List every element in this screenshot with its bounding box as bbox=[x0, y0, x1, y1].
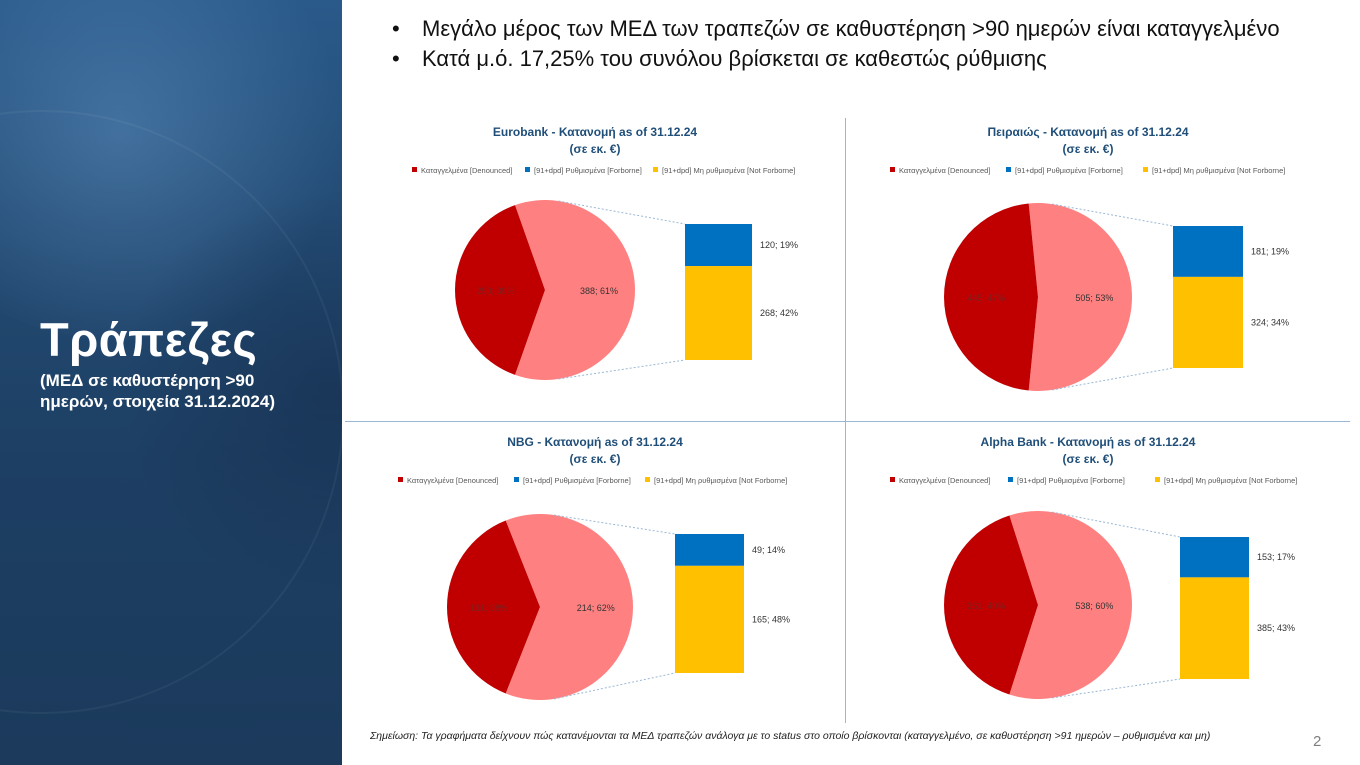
data-label: 385; 43% bbox=[1257, 623, 1295, 633]
chart-subtitle: (σε εκ. €) bbox=[1063, 452, 1114, 466]
data-label: 250; 39% bbox=[476, 286, 514, 296]
connector-line bbox=[558, 200, 686, 225]
pie-slice bbox=[455, 205, 545, 375]
chart-eurobank: Eurobank - Κατανομή as of 31.12.24 (σε εκ… bbox=[412, 125, 798, 380]
data-label: 268; 42% bbox=[760, 308, 798, 318]
data-label: 538; 60% bbox=[1075, 601, 1113, 611]
connector-line bbox=[1051, 678, 1181, 699]
connector-line bbox=[1051, 511, 1181, 538]
chart-nbg: NBG - Κατανομή as of 31.12.24 (σε εκ. €) Κ… bbox=[398, 435, 790, 700]
bar-segment bbox=[1180, 537, 1249, 578]
data-label: 388; 61% bbox=[580, 286, 618, 296]
data-label: 505; 53% bbox=[1075, 293, 1113, 303]
legend-label: Καταγγελμένα [Denounced] bbox=[899, 476, 990, 485]
chart-alpha-bank: Alpha Bank - Κατανομή as of 31.12.24 (σε … bbox=[890, 435, 1297, 699]
chart-title: Πειραιώς - Κατανομή as of 31.12.24 bbox=[987, 125, 1188, 139]
bar-segment bbox=[675, 565, 744, 673]
legend-swatch bbox=[890, 477, 895, 482]
chart-title: Alpha Bank - Κατανομή as of 31.12.24 bbox=[981, 435, 1196, 449]
legend-label: [91+dpd] Ρυθμισμένα [Forborne] bbox=[1015, 166, 1123, 175]
legend-label: Καταγγελμένα [Denounced] bbox=[899, 166, 990, 175]
legend-swatch bbox=[398, 477, 403, 482]
chart-subtitle: (σε εκ. €) bbox=[570, 142, 621, 156]
page-subtitle: (ΜΕΔ σε καθυστέρηση >90 ημερών, στοιχεία… bbox=[40, 371, 275, 411]
legend-label: [91+dpd] Μη ρυθμισμένα [Not Forborne] bbox=[1152, 166, 1285, 175]
data-label: 324; 34% bbox=[1251, 317, 1289, 327]
legend-label: [91+dpd] Ρυθμισμένα [Forborne] bbox=[1017, 476, 1125, 485]
legend-swatch bbox=[525, 167, 530, 172]
quadrant-divider-horizontal bbox=[345, 421, 1350, 422]
page-title: Τράπεζες bbox=[40, 313, 258, 366]
chart-title: NBG - Κατανομή as of 31.12.24 bbox=[507, 435, 683, 449]
connector-line bbox=[553, 514, 676, 535]
data-label: 120; 19% bbox=[760, 240, 798, 250]
data-label: 445; 47% bbox=[967, 293, 1005, 303]
legend-label: [91+dpd] Ρυθμισμένα [Forborne] bbox=[534, 166, 642, 175]
legend-swatch bbox=[1155, 477, 1160, 482]
data-label: 214; 62% bbox=[577, 603, 615, 613]
bar-segment bbox=[675, 534, 744, 566]
pie-slice bbox=[515, 200, 635, 380]
footnote: Σημείωση: Τα γραφήματα δείχνουν πώς κατα… bbox=[370, 730, 1211, 742]
chart-piraeus: Πειραιώς - Κατανομή as of 31.12.24 (σε εκ… bbox=[890, 125, 1289, 391]
pie-slice bbox=[944, 515, 1038, 695]
legend-swatch bbox=[890, 167, 895, 172]
legend-label: [91+dpd] Μη ρυθμισμένα [Not Forborne] bbox=[1164, 476, 1297, 485]
pie-slice bbox=[505, 514, 633, 700]
legend-swatch bbox=[514, 477, 519, 482]
legend-swatch bbox=[1143, 167, 1148, 172]
legend-swatch bbox=[412, 167, 417, 172]
data-label: 361; 40% bbox=[967, 601, 1005, 611]
pie-slice bbox=[1009, 511, 1132, 699]
legend-label: [91+dpd] Ρυθμισμένα [Forborne] bbox=[523, 476, 631, 485]
page-number: 2 bbox=[1313, 733, 1322, 750]
bar-segment bbox=[1180, 577, 1249, 679]
quadrant-divider-vertical bbox=[845, 118, 846, 723]
legend-swatch bbox=[653, 167, 658, 172]
bar-segment bbox=[685, 266, 752, 360]
connector-line bbox=[1051, 367, 1174, 391]
pie-slice bbox=[1028, 202, 1133, 391]
legend-label: Καταγγελμένα [Denounced] bbox=[407, 476, 498, 485]
bar-segment bbox=[1173, 226, 1243, 277]
data-label: 131; 38% bbox=[470, 603, 508, 613]
legend-swatch bbox=[645, 477, 650, 482]
legend-label: [91+dpd] Μη ρυθμισμένα [Not Forborne] bbox=[662, 166, 795, 175]
chart-subtitle: (σε εκ. €) bbox=[1063, 142, 1114, 156]
data-label: 181; 19% bbox=[1251, 246, 1289, 256]
title-panel: Τράπεζες (ΜΕΔ σε καθυστέρηση >90 ημερών,… bbox=[0, 0, 342, 765]
legend-swatch bbox=[1008, 477, 1013, 482]
bullet-list: Μεγάλο μέρος των ΜΕΔ των τραπεζών σε καθ… bbox=[392, 14, 1302, 74]
bar-segment bbox=[685, 224, 752, 267]
chart-title: Eurobank - Κατανομή as of 31.12.24 bbox=[493, 125, 698, 139]
bullet-item: Κατά μ.ό. 17,25% του συνόλου βρίσκεται σ… bbox=[392, 44, 1302, 73]
legend-swatch bbox=[1006, 167, 1011, 172]
data-label: 165; 48% bbox=[752, 614, 790, 624]
legend-label: Καταγγελμένα [Denounced] bbox=[421, 166, 512, 175]
pie-slice bbox=[447, 520, 540, 694]
bullet-item: Μεγάλο μέρος των ΜΕΔ των τραπεζών σε καθ… bbox=[392, 14, 1302, 43]
connector-line bbox=[1051, 203, 1174, 227]
legend-label: [91+dpd] Μη ρυθμισμένα [Not Forborne] bbox=[654, 476, 787, 485]
connector-line bbox=[558, 359, 686, 380]
bar-segment bbox=[1173, 276, 1243, 368]
data-label: 49; 14% bbox=[752, 545, 785, 555]
connector-line bbox=[553, 672, 676, 700]
pie-slice bbox=[944, 203, 1038, 391]
chart-subtitle: (σε εκ. €) bbox=[570, 452, 621, 466]
data-label: 153; 17% bbox=[1257, 552, 1295, 562]
